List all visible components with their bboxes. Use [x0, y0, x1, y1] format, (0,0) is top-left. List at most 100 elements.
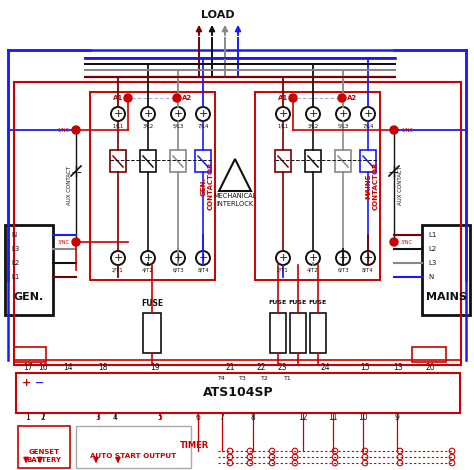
Bar — [275, 150, 291, 172]
Text: MECHANICAL
INTERLOCK: MECHANICAL INTERLOCK — [213, 193, 256, 207]
Bar — [305, 150, 321, 172]
Circle shape — [338, 94, 346, 102]
Bar — [310, 313, 326, 353]
Text: 16: 16 — [38, 363, 48, 373]
Text: 14: 14 — [63, 363, 73, 373]
Text: AUX CONTACT: AUX CONTACT — [399, 166, 403, 205]
Bar — [14, 347, 46, 362]
Bar — [14, 82, 461, 365]
Text: A2: A2 — [182, 95, 192, 101]
Text: T2: T2 — [261, 376, 269, 381]
Text: N: N — [428, 274, 433, 280]
Text: 4/T2: 4/T2 — [307, 267, 319, 273]
Bar — [290, 313, 306, 353]
Text: +: + — [278, 253, 288, 263]
Text: AUTO START OUTPUT: AUTO START OUTPUT — [90, 453, 176, 459]
Text: 8: 8 — [251, 414, 255, 423]
Text: FUSE: FUSE — [141, 298, 163, 307]
Bar — [140, 150, 156, 172]
Text: +: + — [278, 109, 288, 119]
Text: 13: 13 — [393, 363, 403, 373]
Text: 19: 19 — [150, 363, 160, 373]
Text: T3: T3 — [239, 376, 247, 381]
Text: MAINS
CONTACTOR: MAINS CONTACTOR — [365, 162, 379, 210]
Bar — [335, 150, 351, 172]
Text: 4/T2: 4/T2 — [142, 267, 154, 273]
Text: L1: L1 — [428, 232, 437, 238]
Text: −: − — [35, 378, 45, 388]
Text: +: + — [363, 253, 373, 263]
Text: T1: T1 — [284, 376, 292, 381]
Text: 7/L4: 7/L4 — [197, 124, 209, 128]
Bar — [422, 225, 470, 315]
Circle shape — [289, 94, 297, 102]
Text: 1/L1: 1/L1 — [112, 124, 124, 128]
Bar — [270, 313, 286, 353]
Text: MAINS: MAINS — [426, 292, 466, 302]
Text: 1/NC: 1/NC — [57, 127, 69, 133]
Bar — [412, 347, 446, 362]
Text: A1: A1 — [278, 95, 288, 101]
Text: L3: L3 — [11, 246, 19, 252]
Text: +: + — [113, 109, 123, 119]
Bar — [170, 150, 186, 172]
Text: 6/T3: 6/T3 — [337, 267, 349, 273]
Text: 10: 10 — [358, 414, 368, 423]
Text: 17: 17 — [23, 363, 33, 373]
Text: +: + — [173, 109, 182, 119]
Text: 5/L3: 5/L3 — [173, 124, 183, 128]
Text: GENSET
BATTERY: GENSET BATTERY — [27, 449, 62, 463]
Text: L1: L1 — [11, 274, 19, 280]
Circle shape — [390, 238, 398, 246]
Text: FUSE: FUSE — [289, 300, 307, 306]
Text: 5/L3: 5/L3 — [337, 124, 348, 128]
Text: 2/T1: 2/T1 — [277, 267, 289, 273]
Bar — [143, 313, 161, 353]
Text: FUSE: FUSE — [269, 300, 287, 306]
Text: 1/NC: 1/NC — [401, 127, 413, 133]
Bar — [18, 426, 70, 468]
Bar — [255, 92, 380, 280]
Text: +: + — [338, 253, 348, 263]
Text: 2/T1: 2/T1 — [112, 267, 124, 273]
Text: 6/T3: 6/T3 — [172, 267, 184, 273]
Text: TIMER: TIMER — [181, 440, 210, 449]
Bar — [76, 426, 191, 468]
Bar — [5, 225, 53, 315]
Text: 4: 4 — [112, 414, 118, 423]
Circle shape — [390, 126, 398, 134]
Text: 7: 7 — [219, 414, 224, 423]
Text: L3: L3 — [428, 260, 437, 266]
Bar — [90, 92, 215, 280]
Text: 5: 5 — [157, 414, 163, 423]
Text: +: + — [308, 109, 318, 119]
Text: 12: 12 — [298, 414, 308, 423]
Text: 11: 11 — [328, 414, 338, 423]
Text: 24: 24 — [320, 363, 330, 373]
Circle shape — [72, 238, 80, 246]
Text: +: + — [308, 253, 318, 263]
Text: +: + — [338, 109, 348, 119]
Bar — [195, 150, 211, 172]
Text: N: N — [11, 232, 16, 238]
Text: 8/T4: 8/T4 — [197, 267, 209, 273]
Bar — [110, 150, 126, 172]
Text: 21: 21 — [225, 363, 235, 373]
Text: 3: 3 — [96, 414, 100, 423]
Text: 15: 15 — [360, 363, 370, 373]
Text: 22: 22 — [256, 363, 266, 373]
Text: +: + — [21, 378, 31, 388]
Text: 3/NC: 3/NC — [57, 240, 69, 244]
Text: 1: 1 — [26, 414, 30, 423]
Text: GEN.
CONTACTOR: GEN. CONTACTOR — [200, 162, 214, 210]
Text: 2: 2 — [41, 414, 46, 423]
Text: +: + — [143, 109, 153, 119]
Text: GEN.: GEN. — [14, 292, 44, 302]
Text: 3/NC: 3/NC — [401, 240, 413, 244]
Text: +: + — [113, 253, 123, 263]
Bar — [360, 150, 376, 172]
Text: 3/L2: 3/L2 — [307, 124, 319, 128]
Text: +: + — [143, 253, 153, 263]
Text: 23: 23 — [277, 363, 287, 373]
Text: L2: L2 — [11, 260, 19, 266]
